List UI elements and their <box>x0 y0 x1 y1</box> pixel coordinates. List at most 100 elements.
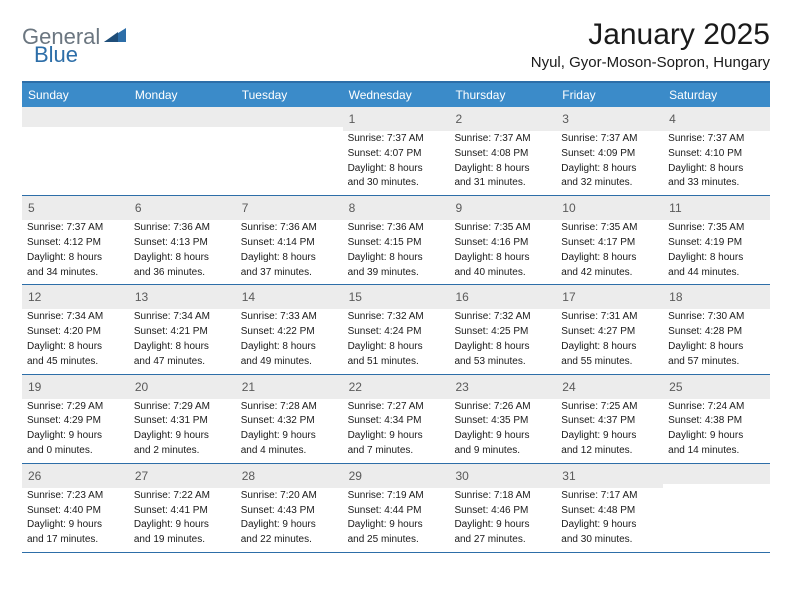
sunrise-text: Sunrise: 7:22 AM <box>129 488 236 503</box>
daynum-row: 28 <box>236 464 343 488</box>
brand-name-part2-wrap: Blue <box>34 42 78 68</box>
calendar-cell: 25Sunrise: 7:24 AMSunset: 4:38 PMDayligh… <box>663 375 770 463</box>
day-header-sun: Sunday <box>22 83 129 107</box>
sunrise-text: Sunrise: 7:36 AM <box>343 220 450 235</box>
sunrise-text: Sunrise: 7:36 AM <box>236 220 343 235</box>
daynum-row: 8 <box>343 196 450 220</box>
calendar-cell: 4Sunrise: 7:37 AMSunset: 4:10 PMDaylight… <box>663 107 770 195</box>
daylight1-text: Daylight: 9 hours <box>449 517 556 532</box>
day-number: 7 <box>242 201 249 215</box>
daylight1-text: Daylight: 9 hours <box>663 428 770 443</box>
location-subtitle: Nyul, Gyor-Moson-Sopron, Hungary <box>531 54 770 71</box>
daylight1-text: Daylight: 9 hours <box>556 428 663 443</box>
sunset-text: Sunset: 4:41 PM <box>129 503 236 518</box>
daylight1-text: Daylight: 8 hours <box>129 339 236 354</box>
daylight2-text: and 9 minutes. <box>449 443 556 458</box>
week-row: 26Sunrise: 7:23 AMSunset: 4:40 PMDayligh… <box>22 464 770 553</box>
calendar-cell: 21Sunrise: 7:28 AMSunset: 4:32 PMDayligh… <box>236 375 343 463</box>
daylight1-text: Daylight: 8 hours <box>663 250 770 265</box>
daynum-row: 6 <box>129 196 236 220</box>
daylight2-text: and 7 minutes. <box>343 443 450 458</box>
sunset-text: Sunset: 4:35 PM <box>449 413 556 428</box>
day-header-mon: Monday <box>129 83 236 107</box>
daylight2-text: and 53 minutes. <box>449 354 556 369</box>
calendar-cell: 20Sunrise: 7:29 AMSunset: 4:31 PMDayligh… <box>129 375 236 463</box>
daynum-row: 14 <box>236 285 343 309</box>
day-number: 14 <box>242 290 255 304</box>
daylight2-text: and 39 minutes. <box>343 265 450 280</box>
sunset-text: Sunset: 4:37 PM <box>556 413 663 428</box>
day-header-fri: Friday <box>556 83 663 107</box>
daylight1-text: Daylight: 8 hours <box>343 339 450 354</box>
sunrise-text: Sunrise: 7:20 AM <box>236 488 343 503</box>
daylight2-text: and 55 minutes. <box>556 354 663 369</box>
day-header-wed: Wednesday <box>343 83 450 107</box>
daylight1-text: Daylight: 8 hours <box>556 161 663 176</box>
calendar-cell: 14Sunrise: 7:33 AMSunset: 4:22 PMDayligh… <box>236 285 343 373</box>
daynum-row: 3 <box>556 107 663 131</box>
daylight1-text: Daylight: 8 hours <box>556 339 663 354</box>
calendar-cell <box>129 107 236 195</box>
day-number: 20 <box>135 380 148 394</box>
daylight2-text: and 2 minutes. <box>129 443 236 458</box>
daynum-row: 11 <box>663 196 770 220</box>
calendar-cell: 11Sunrise: 7:35 AMSunset: 4:19 PMDayligh… <box>663 196 770 284</box>
day-number: 31 <box>562 469 575 483</box>
weeks-container: 1 Sunrise: 7:37 AM Sunset: 4:07 PM Daylight… <box>22 107 770 553</box>
sunrise-text: Sunrise: 7:27 AM <box>343 399 450 414</box>
page-header: General January 2025 Nyul, Gyor-Moson-So… <box>22 18 770 71</box>
daylight1-text: Daylight: 8 hours <box>663 161 770 176</box>
daylight2-text: and 17 minutes. <box>22 532 129 547</box>
daynum-row: 22 <box>343 375 450 399</box>
daylight1-text: Daylight: 8 hours <box>663 339 770 354</box>
day-number: 1 <box>349 112 356 126</box>
calendar-cell: 22Sunrise: 7:27 AMSunset: 4:34 PMDayligh… <box>343 375 450 463</box>
daylight2-text: and 40 minutes. <box>449 265 556 280</box>
daylight2-text: and 49 minutes. <box>236 354 343 369</box>
calendar-cell: 8Sunrise: 7:36 AMSunset: 4:15 PMDaylight… <box>343 196 450 284</box>
day-number: 26 <box>28 469 41 483</box>
title-block: January 2025 Nyul, Gyor-Moson-Sopron, Hu… <box>531 18 770 71</box>
sunset-text: Sunset: 4:07 PM <box>343 146 450 161</box>
sunrise-text: Sunrise: 7:29 AM <box>129 399 236 414</box>
calendar-cell: 3Sunrise: 7:37 AMSunset: 4:09 PMDaylight… <box>556 107 663 195</box>
daylight1-text: Daylight: 8 hours <box>22 250 129 265</box>
daylight2-text: and 42 minutes. <box>556 265 663 280</box>
sunrise-text: Sunrise: 7:34 AM <box>129 309 236 324</box>
daylight1-text: Daylight: 9 hours <box>449 428 556 443</box>
sunset-text: Sunset: 4:13 PM <box>129 235 236 250</box>
day-number: 24 <box>562 380 575 394</box>
day-number: 15 <box>349 290 362 304</box>
daylight1-text: Daylight: 8 hours <box>236 339 343 354</box>
daylight2-text: and 25 minutes. <box>343 532 450 547</box>
sunrise-text: Sunrise: 7:35 AM <box>449 220 556 235</box>
day-number: 6 <box>135 201 142 215</box>
day-number: 25 <box>669 380 682 394</box>
daynum-row <box>236 107 343 127</box>
daylight2-text: and 44 minutes. <box>663 265 770 280</box>
calendar-cell: 10Sunrise: 7:35 AMSunset: 4:17 PMDayligh… <box>556 196 663 284</box>
sunrise-text: Sunrise: 7:37 AM <box>556 131 663 146</box>
sunrise-text: Sunrise: 7:17 AM <box>556 488 663 503</box>
day-number: 27 <box>135 469 148 483</box>
sunset-text: Sunset: 4:31 PM <box>129 413 236 428</box>
sunset-text: Sunset: 4:32 PM <box>236 413 343 428</box>
calendar-cell <box>663 464 770 552</box>
sunset-text: Sunset: 4:28 PM <box>663 324 770 339</box>
day-number: 16 <box>455 290 468 304</box>
day-number: 23 <box>455 380 468 394</box>
daynum-row <box>129 107 236 127</box>
sunrise-text: Sunrise: 7:26 AM <box>449 399 556 414</box>
sunset-text: Sunset: 4:21 PM <box>129 324 236 339</box>
day-number: 19 <box>28 380 41 394</box>
sunrise-text: Sunrise: 7:25 AM <box>556 399 663 414</box>
calendar-cell: 17Sunrise: 7:31 AMSunset: 4:27 PMDayligh… <box>556 285 663 373</box>
day-number: 30 <box>455 469 468 483</box>
sunrise-text: Sunrise: 7:29 AM <box>22 399 129 414</box>
calendar-cell: 6Sunrise: 7:36 AMSunset: 4:13 PMDaylight… <box>129 196 236 284</box>
sunrise-text: Sunrise: 7:18 AM <box>449 488 556 503</box>
day-header-sat: Saturday <box>663 83 770 107</box>
calendar-cell: 15Sunrise: 7:32 AMSunset: 4:24 PMDayligh… <box>343 285 450 373</box>
day-number: 4 <box>669 112 676 126</box>
brand-triangle-icon <box>104 26 128 49</box>
